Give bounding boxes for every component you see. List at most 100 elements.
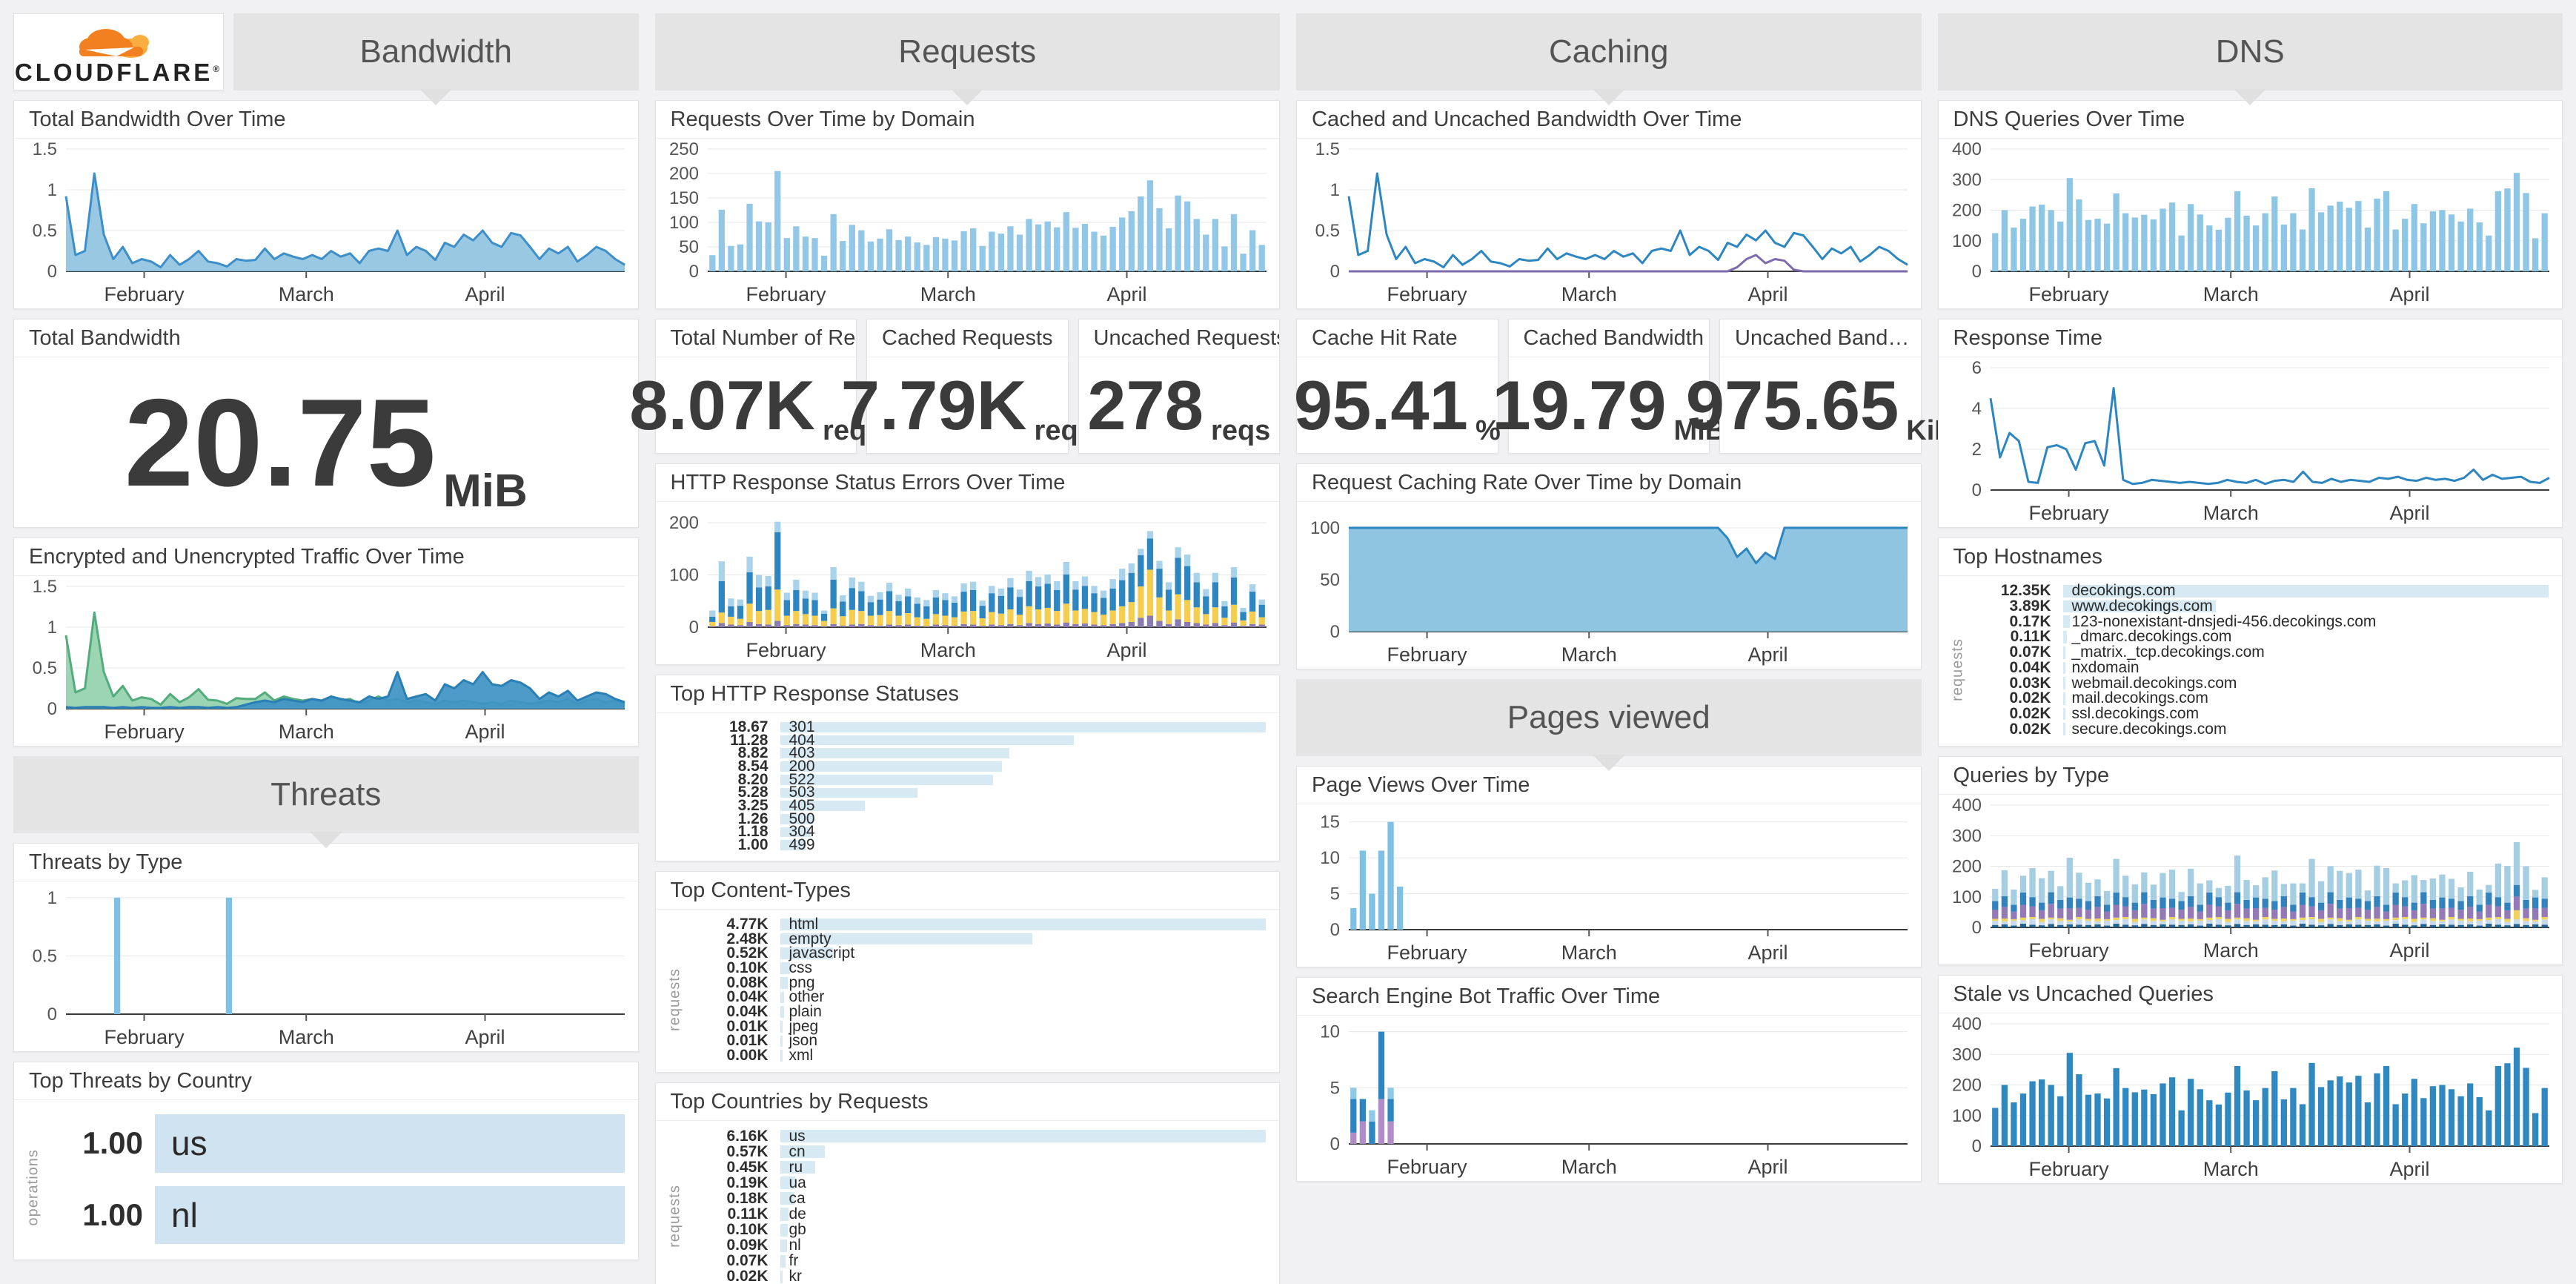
requests-by-domain-chart: 0 50 100 150 200 250 February March April bbox=[656, 139, 1280, 308]
list-item: 4.77K html bbox=[688, 915, 1266, 933]
list-item-value: 8.82 bbox=[737, 744, 769, 762]
list-item-label: nxdomain bbox=[2071, 658, 2140, 676]
list-item: 0.01K jpeg bbox=[688, 1018, 1267, 1035]
list-axis-label: operations bbox=[24, 1148, 42, 1225]
list-item-label: html bbox=[789, 915, 819, 933]
svg-text:15: 15 bbox=[1320, 813, 1340, 833]
list-item-label: secure.decokings.com bbox=[2071, 720, 2227, 738]
search-bot-chart: 0 5 10 February March April bbox=[1297, 1016, 1921, 1181]
list-item-value: 0.11K bbox=[727, 1205, 769, 1223]
stat-value: 7.79K reqs bbox=[841, 357, 1094, 453]
svg-text:0: 0 bbox=[1971, 262, 1981, 282]
svg-text:250: 250 bbox=[668, 139, 698, 159]
list-item: 0.45K ru bbox=[688, 1159, 1267, 1176]
caching-rate-chart: 0 50 100 February March April bbox=[1297, 502, 1921, 669]
svg-text:200: 200 bbox=[1951, 201, 1981, 221]
list-item-value: 1.00 bbox=[82, 1197, 143, 1232]
card-title: Threats by Type bbox=[14, 844, 638, 881]
list-item-bar: nxdomain bbox=[2062, 658, 2549, 676]
svg-text:February: February bbox=[2028, 1158, 2109, 1180]
list-item: 0.04K nxdomain bbox=[1971, 658, 2549, 676]
list-item-bar: fr bbox=[780, 1252, 1267, 1269]
card-cache-hit-rate-stat: Cache Hit Rate 95.41 % bbox=[1294, 319, 1501, 454]
card-stale-queries: Stale vs Uncached Queries 0 100 200 300 400 F… bbox=[1937, 975, 2563, 1184]
list-item-value: 8.20 bbox=[737, 770, 769, 788]
section-band-caching: Caching bbox=[1296, 13, 1922, 105]
caching-bandwidth-chart: 0 0.5 1 1.5 February March April bbox=[1297, 139, 1921, 308]
list-item-value: 0.07K bbox=[726, 1252, 769, 1270]
card-title: DNS Queries Over Time bbox=[1938, 101, 2562, 139]
list-item-label: 123-nonexistant-dnsjedi-456.decokings.co… bbox=[2071, 612, 2377, 630]
card-title: Request Caching Rate Over Time by Domain bbox=[1297, 464, 1921, 502]
response-time-chart: 0 2 4 6 February March April bbox=[1939, 357, 2563, 527]
bandwidth-header-row: CLOUDFLARE® Bandwidth bbox=[13, 13, 639, 105]
svg-text:50: 50 bbox=[679, 237, 699, 257]
list-item: 0.11K _dmarc.decokings.com bbox=[1971, 628, 2549, 645]
list-item-value: 3.25 bbox=[737, 797, 769, 815]
list-item-label: us bbox=[789, 1127, 806, 1145]
list-item: 0.04K other bbox=[688, 988, 1267, 1005]
list-item-bar: 123-nonexistant-dnsjedi-456.decokings.co… bbox=[2062, 612, 2549, 630]
list-item-label: nl bbox=[171, 1195, 198, 1234]
card-cached-bandwidth-stat: Cached Bandwidth 19.79 MiB bbox=[1492, 319, 1725, 454]
svg-text:April: April bbox=[2389, 283, 2429, 305]
stat-value: 8.07K reqs bbox=[629, 357, 882, 453]
list-item: 8.82 403 bbox=[688, 744, 1267, 762]
svg-text:0.5: 0.5 bbox=[33, 658, 57, 678]
list-item-value: 0.02K bbox=[2009, 704, 2051, 722]
list-item-bar: gb bbox=[780, 1221, 1267, 1238]
list-item-label: kr bbox=[789, 1268, 803, 1284]
svg-text:0: 0 bbox=[1330, 622, 1340, 642]
card-title: Stale vs Uncached Queries bbox=[1938, 976, 2562, 1013]
svg-text:February: February bbox=[1387, 942, 1468, 964]
list-item: 1.00 us bbox=[47, 1114, 625, 1173]
svg-text:March: March bbox=[2202, 1158, 2258, 1180]
card-page-views: Page Views Over Time 0 5 10 15 February March… bbox=[1296, 766, 1922, 967]
svg-text:10: 10 bbox=[1320, 1022, 1340, 1042]
registered-mark: ® bbox=[213, 63, 223, 74]
list-item-label: plain bbox=[789, 1003, 822, 1021]
http-errors-chart: 0 100 200 February March April bbox=[656, 502, 1280, 664]
svg-text:1: 1 bbox=[47, 618, 57, 638]
list-item-bar: 522 bbox=[780, 771, 1267, 788]
list-item-bar: html bbox=[780, 915, 1266, 933]
list-item-bar: 301 bbox=[780, 718, 1266, 735]
card-total-bandwidth-over-time: Total Bandwidth Over Time 0 0.5 1 1.5 Februa… bbox=[13, 100, 639, 309]
list-item: 0.11K de bbox=[688, 1205, 1267, 1223]
list-item: 1.00 nl bbox=[47, 1185, 625, 1244]
list-item: 0.08K png bbox=[688, 974, 1267, 991]
list-item-label: _matrix._tcp.decokings.com bbox=[2071, 643, 2265, 661]
card-title: Cached Bandwidth bbox=[1508, 320, 1709, 357]
svg-text:0: 0 bbox=[688, 618, 698, 638]
top-threats-list: operations 1.00 us 1.00 nl bbox=[14, 1100, 638, 1260]
list-item-label: 405 bbox=[789, 797, 815, 815]
list-item-value: 0.52K bbox=[726, 944, 769, 962]
svg-text:April: April bbox=[465, 1026, 505, 1048]
svg-text:March: March bbox=[279, 283, 334, 305]
svg-text:100: 100 bbox=[1310, 518, 1340, 538]
stat-unit: MiB bbox=[1673, 415, 1726, 447]
card-encrypted-traffic: Encrypted and Unencrypted Traffic Over T… bbox=[13, 537, 639, 747]
card-title: Encrypted and Unencrypted Traffic Over T… bbox=[14, 538, 638, 576]
card-top-content-types: Top Content-Types requests 4.77K html 2.48K… bbox=[654, 871, 1280, 1073]
list-item-value: 0.09K bbox=[726, 1237, 769, 1254]
list-item-value: 0.07K bbox=[2009, 643, 2051, 661]
stat-value: 975.65 KiB bbox=[1686, 357, 1955, 453]
list-item-bar: 403 bbox=[780, 744, 1267, 761]
list-item-bar: json bbox=[780, 1032, 1267, 1049]
section-band-threats: Threats bbox=[13, 756, 639, 848]
list-item-label: 301 bbox=[789, 718, 815, 735]
list-item-bar: _dmarc.decokings.com bbox=[2062, 628, 2549, 645]
section-title: Requests bbox=[898, 33, 1037, 70]
list-item-bar: cn bbox=[780, 1143, 1267, 1160]
card-title: Total Bandwidth Over Time bbox=[14, 101, 638, 139]
list-item: 0.10K gb bbox=[688, 1221, 1267, 1238]
svg-text:March: March bbox=[279, 1026, 334, 1048]
list-item: 1.00 499 bbox=[688, 836, 1267, 854]
list-item-value: 1.00 bbox=[737, 836, 769, 854]
list-item-label: nl bbox=[789, 1237, 801, 1254]
section-band-pages-viewed: Pages viewed bbox=[1296, 679, 1922, 771]
svg-text:February: February bbox=[104, 721, 185, 743]
threats-by-type-chart: 0 0.5 1 February March April bbox=[14, 881, 638, 1051]
list-item-bar: 503 bbox=[780, 784, 1267, 801]
